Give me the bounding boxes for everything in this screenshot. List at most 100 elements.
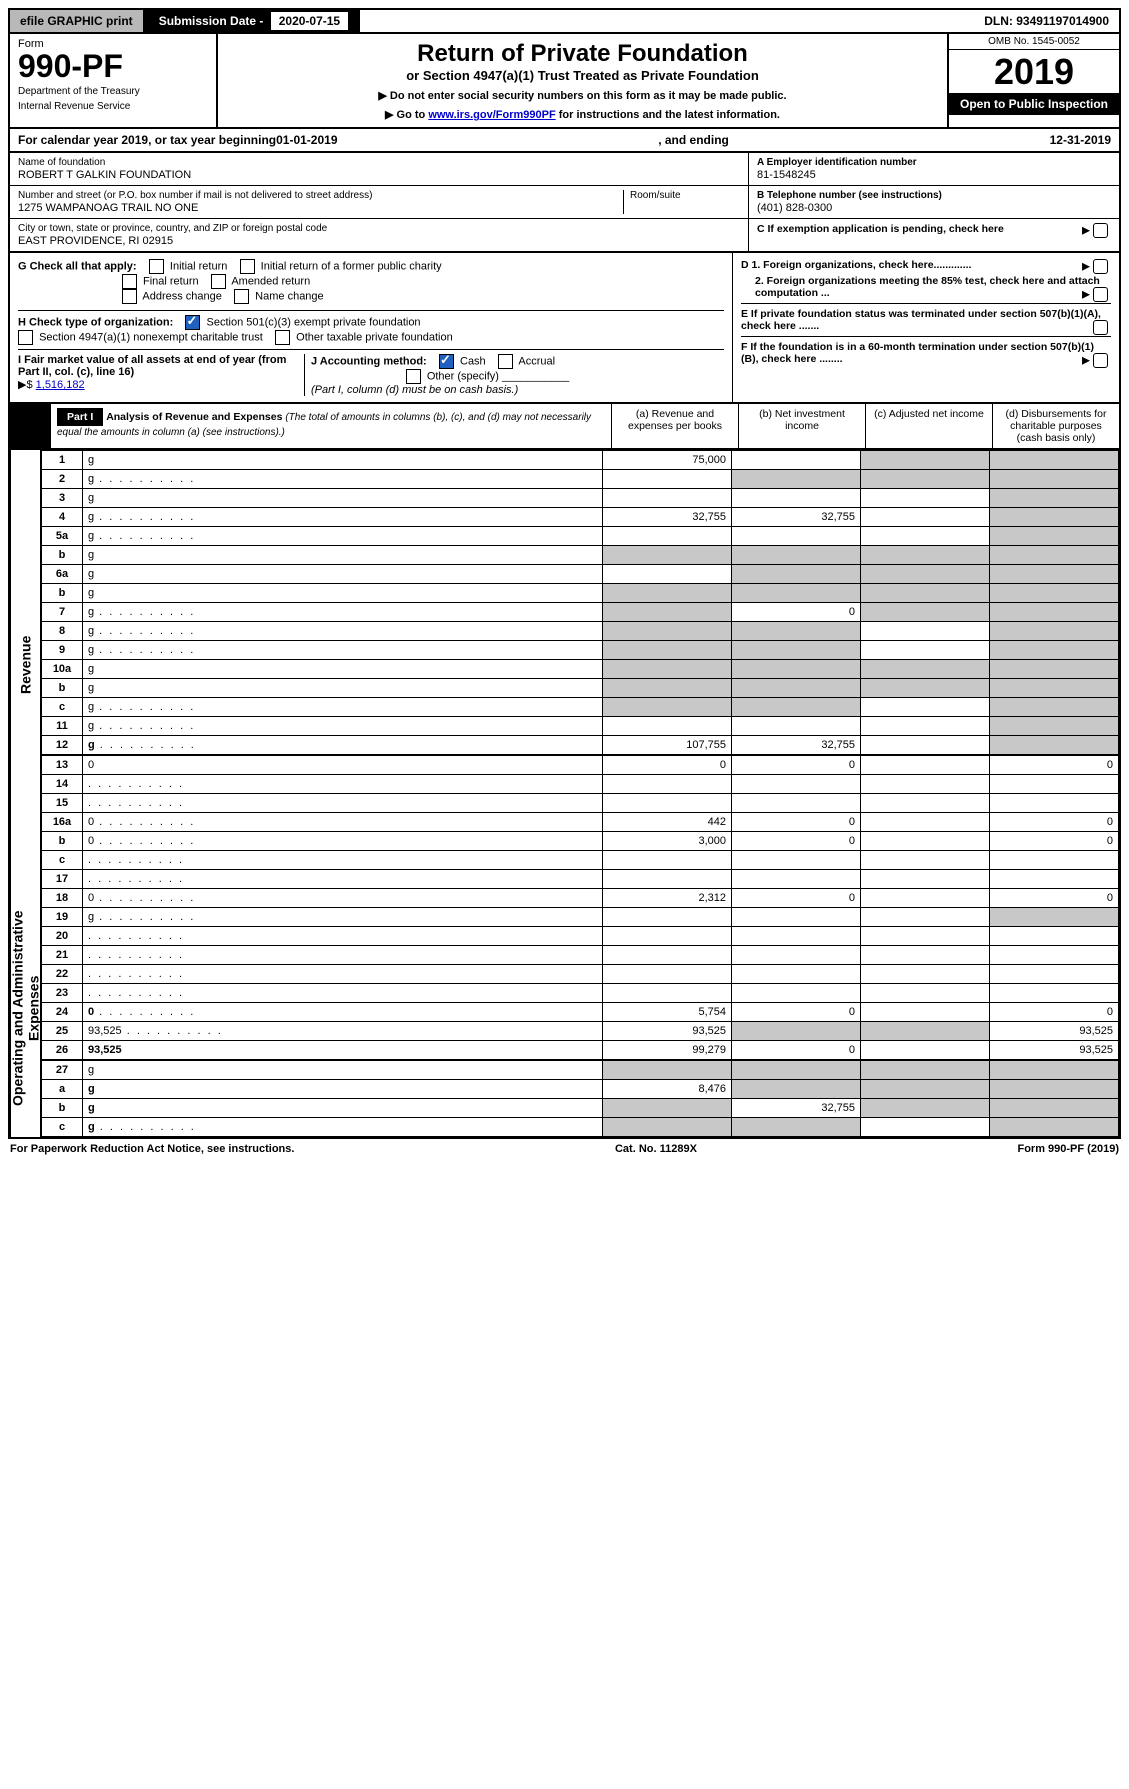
opt-cash: Cash	[460, 355, 486, 367]
foundation-name-cell: Name of foundation ROBERT T GALKIN FOUND…	[10, 153, 748, 186]
cell-value	[861, 908, 990, 927]
cell-grey	[990, 679, 1119, 698]
fmv-value[interactable]: 1,516,182	[36, 379, 85, 391]
cell-grey	[990, 736, 1119, 755]
cell-value: 0	[732, 756, 861, 775]
opt-name: Name change	[255, 290, 324, 302]
cell-grey	[603, 622, 732, 641]
cell-value: 442	[603, 813, 732, 832]
cell-value	[861, 756, 990, 775]
opt-other-method: Other (specify)	[427, 370, 499, 382]
phone-label: B Telephone number (see instructions)	[757, 190, 1111, 201]
chk-cash[interactable]	[439, 354, 454, 369]
dept-irs: Internal Revenue Service	[18, 101, 208, 112]
cell-value	[861, 622, 990, 641]
chk-e[interactable]	[1093, 320, 1108, 335]
chk-final-return[interactable]	[122, 274, 137, 289]
chk-other-method[interactable]	[406, 369, 421, 384]
form-subtitle: or Section 4947(a)(1) Trust Treated as P…	[230, 68, 935, 83]
chk-accrual[interactable]	[498, 354, 513, 369]
note2-pre: ▶ Go to	[385, 109, 428, 121]
cell-value: 0	[990, 1003, 1119, 1022]
exemption-checkbox[interactable]	[1093, 223, 1108, 238]
line-description: g	[83, 565, 603, 584]
cell-value	[861, 1118, 990, 1137]
line-number: 25	[42, 1022, 83, 1041]
cell-value: 0	[732, 1041, 861, 1060]
chk-amended[interactable]	[211, 274, 226, 289]
line-number: 22	[42, 965, 83, 984]
line-row: 15	[42, 794, 1119, 813]
cell-value	[861, 794, 990, 813]
line-description: g	[83, 660, 603, 679]
cell-value	[861, 698, 990, 717]
line-number: 18	[42, 889, 83, 908]
line-description: 93,525	[83, 1041, 603, 1060]
cell-value	[603, 965, 732, 984]
chk-other-taxable[interactable]	[275, 330, 290, 345]
dept-treasury: Department of the Treasury	[18, 86, 208, 97]
line-row: 6ag	[42, 565, 1119, 584]
address: 1275 WAMPANOAG TRAIL NO ONE	[18, 202, 623, 214]
cell-value	[990, 984, 1119, 1003]
chk-initial-former[interactable]	[240, 259, 255, 274]
h-label: H Check type of organization:	[18, 316, 173, 328]
cell-grey	[990, 717, 1119, 736]
chk-initial-return[interactable]	[149, 259, 164, 274]
cell-grey	[732, 1061, 861, 1080]
line-number: 12	[42, 736, 83, 755]
form-number: 990-PF	[18, 50, 208, 82]
cell-value	[861, 851, 990, 870]
ein: 81-1548245	[757, 169, 1111, 181]
cell-grey	[732, 1022, 861, 1041]
dln-value: 93491197014900	[1016, 14, 1109, 28]
line-description: g	[83, 451, 603, 470]
check-right: D 1. Foreign organizations, check here..…	[732, 253, 1119, 402]
form-header: Form 990-PF Department of the Treasury I…	[8, 34, 1121, 129]
cell-value	[732, 870, 861, 889]
cell-value	[732, 851, 861, 870]
tax-year: 2019	[949, 50, 1119, 93]
j-label: J Accounting method:	[311, 355, 427, 367]
efile-print-button[interactable]: efile GRAPHIC print	[10, 10, 145, 32]
line-description	[83, 946, 603, 965]
line-number: 7	[42, 603, 83, 622]
chk-name-change[interactable]	[234, 289, 249, 304]
cell-grey	[990, 508, 1119, 527]
line-row: 2693,52599,279093,525	[42, 1041, 1119, 1060]
chk-d1[interactable]	[1093, 259, 1108, 274]
footer-year: 2019	[1091, 1143, 1115, 1155]
cell-value: 75,000	[603, 451, 732, 470]
cell-grey	[861, 546, 990, 565]
cell-value	[732, 451, 861, 470]
cell-value	[990, 775, 1119, 794]
chk-4947[interactable]	[18, 330, 33, 345]
d1-label: D 1. Foreign organizations, check here..…	[741, 259, 971, 271]
cell-value: 2,312	[603, 889, 732, 908]
omb-number: OMB No. 1545-0052	[949, 34, 1119, 50]
line-row: 130000	[42, 756, 1119, 775]
cell-grey	[861, 470, 990, 489]
cell-grey	[732, 698, 861, 717]
line-row: c	[42, 851, 1119, 870]
cell-grey	[861, 451, 990, 470]
line-description: 93,525	[83, 1022, 603, 1041]
f-label: F If the foundation is in a 60-month ter…	[741, 341, 1094, 365]
d2-label: 2. Foreign organizations meeting the 85%…	[755, 275, 1100, 299]
cell-value	[603, 527, 732, 546]
line-description: 0	[83, 1003, 603, 1022]
cell-grey	[990, 546, 1119, 565]
cell-value	[861, 870, 990, 889]
line-description: g	[83, 622, 603, 641]
line-row: 4g32,75532,755	[42, 508, 1119, 527]
open-to-public: Open to Public Inspection	[949, 93, 1119, 115]
chk-501c3[interactable]	[185, 315, 200, 330]
chk-d2[interactable]	[1093, 287, 1108, 302]
chk-address-change[interactable]	[122, 289, 137, 304]
footer-form-num: 990-PF	[1048, 1143, 1084, 1155]
chk-f[interactable]	[1093, 353, 1108, 368]
line-row: 14	[42, 775, 1119, 794]
irs-link[interactable]: www.irs.gov/Form990PF	[428, 109, 555, 121]
cell-grey	[603, 641, 732, 660]
cell-value: 0	[732, 603, 861, 622]
